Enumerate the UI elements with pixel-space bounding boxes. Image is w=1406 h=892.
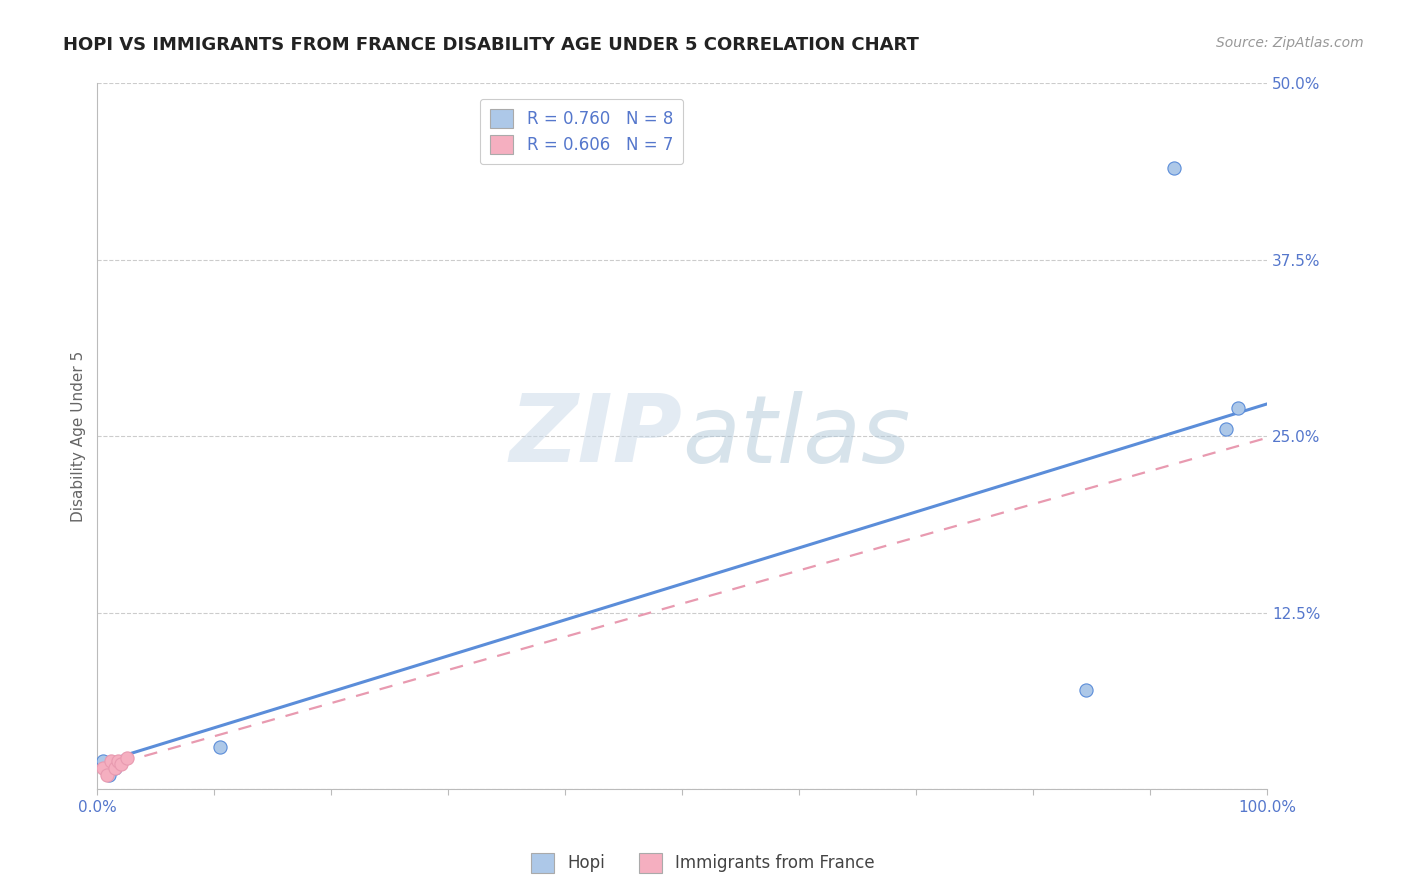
Point xyxy=(96,768,118,782)
Point xyxy=(1227,401,1250,415)
Legend: Hopi, Immigrants from France: Hopi, Immigrants from France xyxy=(524,847,882,880)
Point xyxy=(107,754,129,768)
Text: atlas: atlas xyxy=(682,391,911,482)
Point xyxy=(91,761,114,775)
Text: Source: ZipAtlas.com: Source: ZipAtlas.com xyxy=(1216,36,1364,50)
Point xyxy=(104,761,127,775)
Point xyxy=(1215,422,1237,436)
Point xyxy=(1074,683,1097,698)
Text: HOPI VS IMMIGRANTS FROM FRANCE DISABILITY AGE UNDER 5 CORRELATION CHART: HOPI VS IMMIGRANTS FROM FRANCE DISABILIT… xyxy=(63,36,920,54)
Point xyxy=(104,761,127,775)
Point xyxy=(115,751,138,765)
Point xyxy=(100,754,122,768)
Point xyxy=(1163,161,1185,175)
Point xyxy=(110,756,132,771)
Legend: R = 0.760   N = 8, R = 0.606   N = 7: R = 0.760 N = 8, R = 0.606 N = 7 xyxy=(479,99,683,164)
Point xyxy=(91,754,114,768)
Point xyxy=(98,768,121,782)
Point xyxy=(209,739,232,754)
Y-axis label: Disability Age Under 5: Disability Age Under 5 xyxy=(72,351,86,522)
Text: ZIP: ZIP xyxy=(509,391,682,483)
